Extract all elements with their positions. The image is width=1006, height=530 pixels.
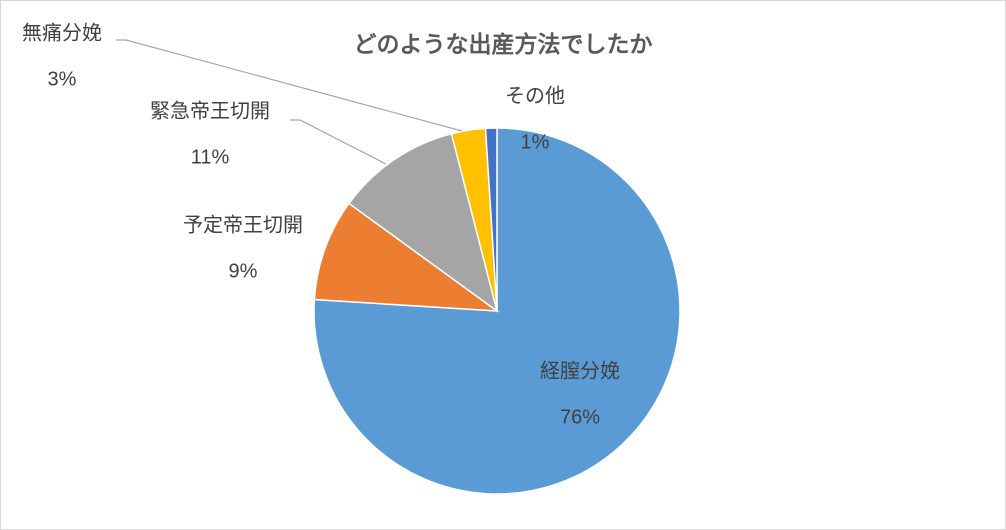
slice-label: その他 — [505, 84, 565, 107]
slice-label: 経膣分娩 — [540, 359, 620, 382]
pie-slice — [313, 127, 681, 495]
pie-slice — [347, 132, 499, 313]
slice-value-label: 11% — [191, 146, 230, 168]
slice-label: 予定帝王切開 — [183, 213, 303, 236]
slice-label: 緊急帝王切開 — [150, 99, 270, 122]
slice-value-label: 9% — [229, 260, 258, 282]
leader-line — [290, 119, 387, 165]
slice-value-label: 3% — [48, 68, 77, 90]
slice-value-label: 76% — [560, 406, 600, 428]
slice-value-label: 1% — [521, 131, 550, 153]
leader-line — [116, 39, 463, 132]
pie-slice — [313, 202, 500, 312]
pie-slice — [484, 127, 498, 312]
chart-title: どのような出産方法でしたか — [354, 31, 653, 57]
slice-label: 無痛分娩 — [22, 21, 102, 44]
